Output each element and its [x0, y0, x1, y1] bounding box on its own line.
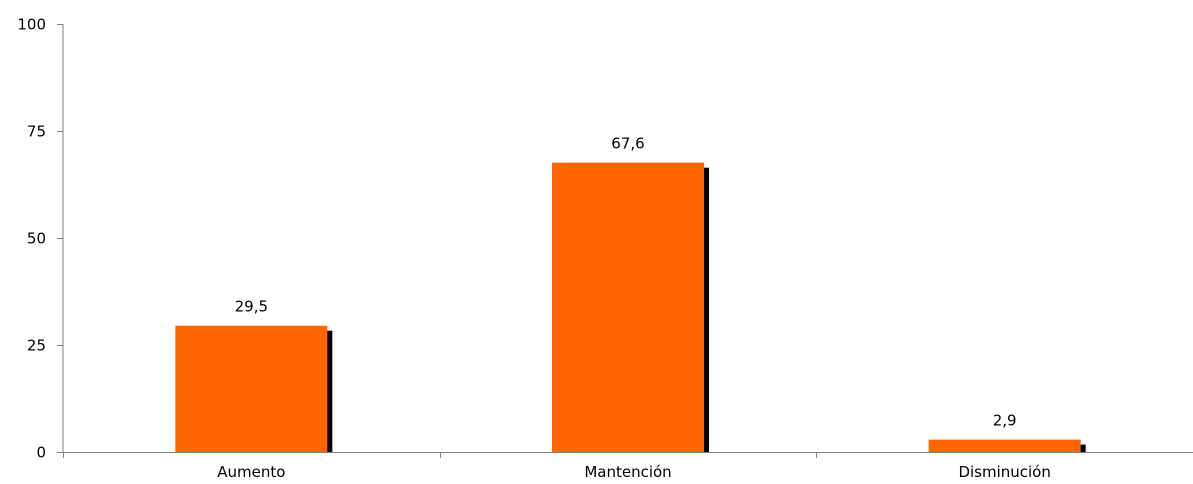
x-axis: Aumento Mantención Disminución [57, 452, 1193, 481]
x-category-label: Disminución [958, 463, 1050, 481]
x-category-label: Mantención [584, 463, 671, 481]
x-category-label: Aumento [217, 463, 285, 481]
y-axis: 0 25 50 75 100 [17, 16, 64, 462]
y-tick-label: 100 [17, 16, 46, 34]
y-tick-label: 0 [36, 444, 46, 462]
y-tick-label: 25 [27, 337, 46, 355]
bar-mantencion [552, 162, 704, 452]
bar-value-label: 29,5 [235, 298, 268, 316]
bar-aumento [175, 325, 328, 452]
y-tick-label: 75 [27, 123, 46, 141]
bar-value-label: 67,6 [611, 135, 644, 153]
data-labels: 29,5 67,6 2,9 [235, 135, 1017, 430]
bars [175, 162, 1086, 452]
bar-value-label: 2,9 [993, 412, 1017, 430]
bar-disminucion [928, 439, 1081, 452]
y-tick-label: 50 [27, 230, 46, 248]
